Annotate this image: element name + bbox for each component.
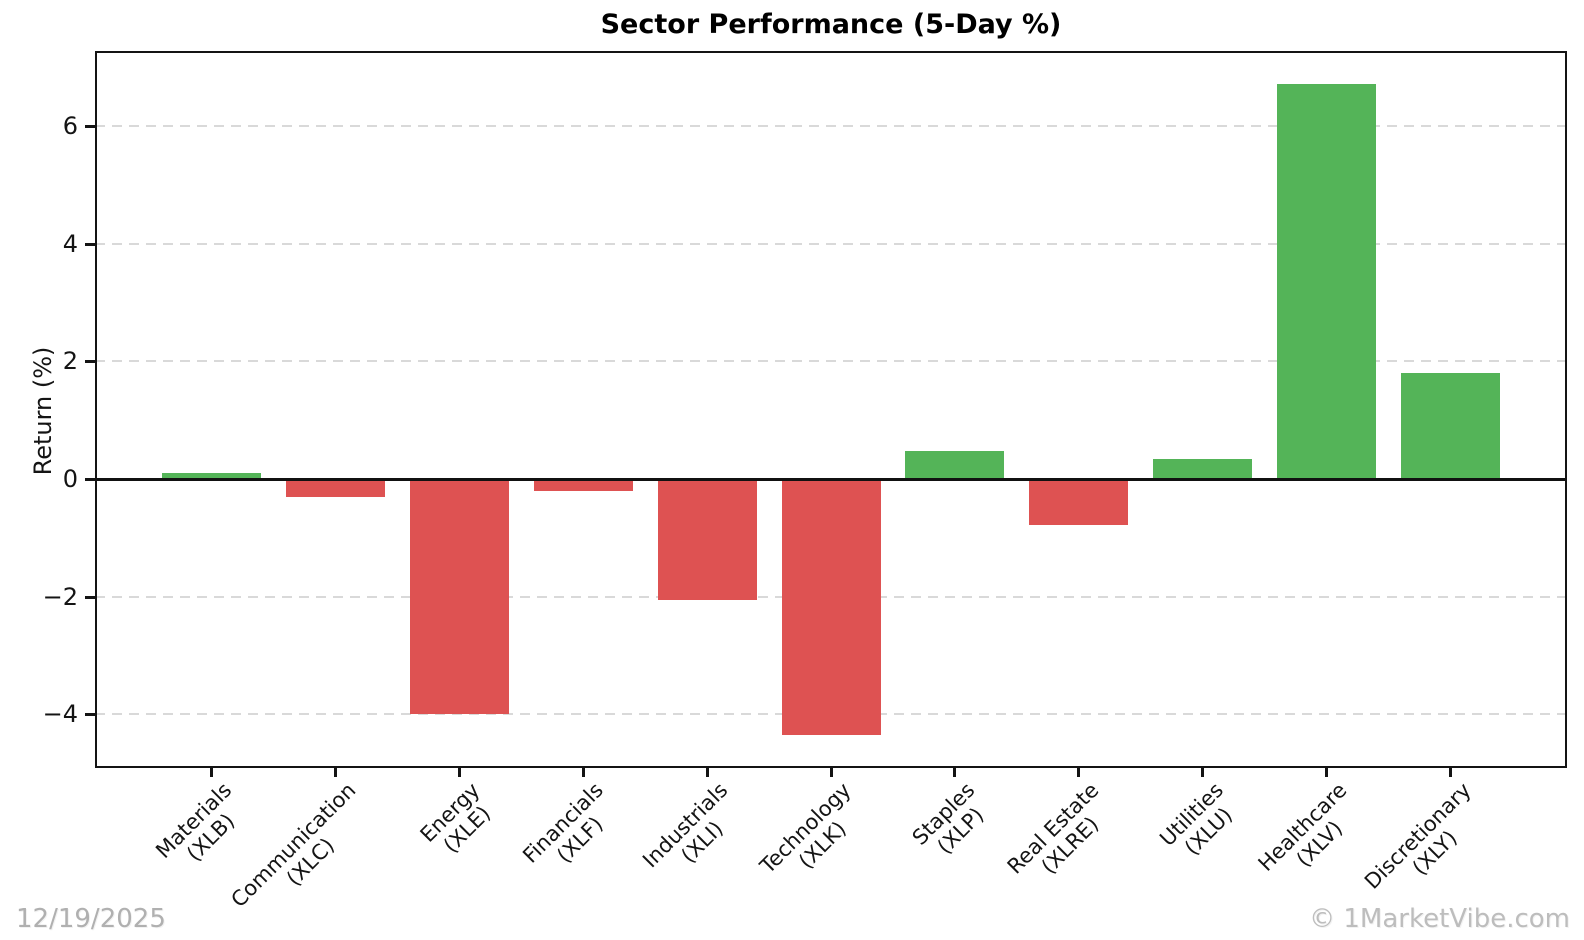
x-tick-label: Materials (XLB) — [151, 778, 253, 880]
x-tick-mark — [1201, 768, 1205, 777]
x-tick-mark — [1449, 768, 1452, 777]
y-tick-label: 6 — [62, 112, 78, 141]
y-axis-label: Return (%) — [29, 346, 57, 476]
x-tick-mark — [1077, 768, 1081, 777]
y-tick-label: 4 — [62, 229, 78, 258]
bar-utilities — [1153, 459, 1253, 479]
gridline-y2 — [95, 360, 1567, 363]
y-tick-mark — [85, 595, 95, 599]
bar-real-estate — [1029, 479, 1129, 525]
x-tick-mark — [829, 768, 833, 777]
x-tick-label: Staples (XLP) — [908, 778, 997, 867]
gridline-y4 — [95, 242, 1567, 245]
bar-financials — [533, 479, 633, 491]
y-tick-mark — [85, 478, 95, 481]
x-tick-label: Energy (XLE) — [415, 778, 501, 864]
x-tick-mark — [1325, 768, 1329, 777]
bar-communication — [285, 479, 385, 497]
y-tick-mark — [85, 242, 95, 246]
bar-technology — [781, 479, 881, 735]
bar-healthcare — [1277, 83, 1377, 479]
bar-discretionary — [1401, 373, 1500, 479]
bar-materials — [162, 473, 261, 479]
bar-energy — [409, 479, 509, 715]
x-tick-label: Real Estate (XLRE) — [1003, 778, 1121, 896]
chart-title: Sector Performance (5-Day %) — [600, 9, 1062, 40]
y-tick-label: −2 — [42, 582, 78, 611]
watermark-copyright: © 1MarketVibe.com — [1309, 904, 1570, 934]
x-tick-label: Industrials (XLI) — [638, 778, 750, 890]
gridline-y6 — [95, 125, 1567, 128]
x-tick-mark — [953, 768, 957, 777]
y-tick-mark — [85, 713, 95, 717]
x-tick-label: Healthcare (XLV) — [1254, 778, 1369, 893]
y-tick-mark — [85, 360, 95, 364]
x-tick-mark — [457, 768, 461, 777]
watermark-date: 12/19/2025 — [16, 904, 166, 934]
bar-staples — [905, 451, 1005, 479]
zero-axis-line — [95, 478, 1567, 481]
x-tick-label: Financials (XLF) — [518, 778, 625, 885]
x-tick-mark — [705, 768, 709, 777]
x-tick-label: Technology (XLK) — [756, 778, 873, 895]
bar-industrials — [657, 479, 757, 600]
y-tick-label: 2 — [62, 347, 78, 376]
x-tick-label: Utilities (XLU) — [1155, 778, 1245, 868]
x-tick-mark — [210, 768, 213, 777]
y-tick-label: 0 — [62, 465, 78, 493]
y-tick-mark — [85, 125, 95, 129]
x-tick-label: Communication (XLC) — [226, 778, 377, 929]
x-tick-mark — [581, 768, 585, 777]
y-tick-label: −4 — [42, 700, 78, 729]
x-tick-label: Discretionary (XLY) — [1360, 778, 1493, 911]
x-tick-mark — [333, 768, 337, 777]
